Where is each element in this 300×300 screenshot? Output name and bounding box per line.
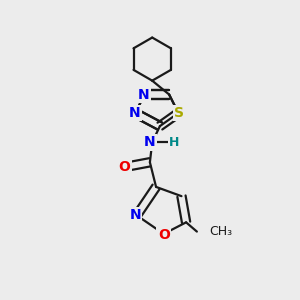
Text: N: N [144, 135, 156, 149]
Text: N: N [138, 88, 150, 101]
Text: N: N [129, 106, 140, 120]
Text: S: S [174, 106, 184, 120]
Text: O: O [158, 228, 170, 242]
Text: CH₃: CH₃ [209, 225, 232, 238]
Text: N: N [130, 208, 141, 222]
Text: O: O [118, 160, 130, 174]
Text: H: H [169, 136, 180, 149]
